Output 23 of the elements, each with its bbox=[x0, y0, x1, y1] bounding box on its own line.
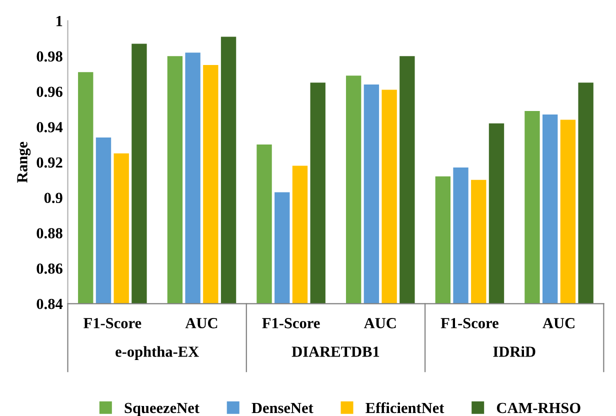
y-tick-label: 0.96 bbox=[36, 86, 62, 98]
y-tick-label: 0.84 bbox=[36, 298, 63, 310]
legend-label: CAM-RHSO bbox=[496, 402, 580, 414]
y-tick-label: 0.9 bbox=[44, 192, 62, 204]
x-tick-label: F1-Score bbox=[84, 318, 142, 328]
y-tick-label: 0.94 bbox=[36, 122, 63, 132]
y-tick-label: 0.88 bbox=[36, 228, 62, 238]
y-tick-label: 0.92 bbox=[36, 157, 62, 168]
text: e-ophtha-EX bbox=[116, 346, 199, 360]
x-tick-label: F1-Score bbox=[262, 318, 320, 328]
x-tick-label: F1-Score bbox=[440, 318, 498, 328]
y-tick-label: 1 bbox=[56, 16, 62, 26]
legend-label: SqueezeNet bbox=[124, 402, 200, 416]
y-tick-label: 0.98 bbox=[36, 51, 62, 62]
x-tick-label: AUC bbox=[542, 318, 574, 328]
x-tick-label: AUC bbox=[364, 318, 396, 328]
text: DIARETDB1 bbox=[292, 346, 380, 357]
y-axis-title: Range bbox=[17, 142, 31, 183]
x-tick-label: AUC bbox=[185, 318, 218, 328]
y-tick-label: 0.86 bbox=[36, 263, 62, 274]
text: IDRiD bbox=[493, 346, 536, 357]
legend-label: DenseNet bbox=[252, 402, 314, 414]
legend-label: EfficientNet bbox=[366, 402, 444, 414]
